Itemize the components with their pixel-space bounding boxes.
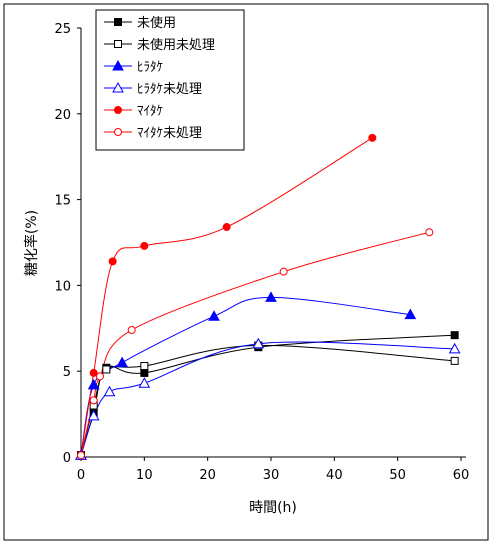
x-tick-label: 60 [453, 468, 470, 483]
y-tick-label: 25 [54, 22, 71, 37]
series-line-4 [80, 137, 373, 456]
legend-box [95, 9, 245, 151]
legend-label-1: 未使用未処理 [137, 37, 215, 53]
legend-label-5: ﾏｲﾀｹ未処理 [137, 126, 202, 141]
data-point-5 [425, 228, 434, 237]
data-point-0 [450, 331, 459, 340]
data-point-3 [252, 337, 265, 349]
data-point-2 [208, 310, 220, 321]
y-tick-label: 20 [54, 108, 71, 123]
y-axis-label: 糖化率(%) [23, 210, 40, 276]
data-point-5 [77, 451, 85, 460]
data-point-5 [96, 372, 104, 381]
data-point-3 [87, 409, 100, 421]
legend-marker-5 [114, 128, 122, 136]
x-tick-label: 40 [326, 468, 343, 483]
data-point-4 [368, 133, 377, 142]
data-point-4 [89, 368, 98, 377]
data-point-4 [108, 257, 117, 266]
legend-marker-4 [114, 106, 122, 114]
y-tick-label: 5 [63, 365, 71, 380]
data-point-1 [450, 356, 459, 365]
data-point-3 [138, 377, 151, 388]
chart-frame [3, 3, 489, 541]
legend-marker-3 [112, 81, 124, 93]
x-tick-label: 20 [199, 468, 216, 483]
legend-label-0: 未使用 [137, 15, 176, 31]
data-point-5 [89, 396, 98, 405]
data-point-2 [404, 308, 417, 320]
legend-label-3: ﾋﾗﾀｹ未処理 [137, 82, 202, 97]
x-tick-label: 0 [77, 468, 85, 483]
x-tick-label: 30 [263, 468, 280, 483]
y-tick-label: 10 [54, 279, 71, 294]
legend-marker-2 [112, 59, 124, 71]
data-point-1 [140, 362, 149, 371]
y-tick-label: 0 [63, 451, 71, 466]
series-markers [75, 133, 461, 460]
data-point-4 [140, 241, 149, 250]
legend-label-2: ﾋﾗﾀｹ [137, 60, 163, 75]
x-ticks: 0 10 20 30 40 50 60 [77, 457, 469, 483]
data-point-3 [103, 385, 116, 397]
y-ticks: 0 5 10 15 20 25 [54, 22, 81, 466]
x-axis-label: 時間(h) [249, 500, 297, 516]
data-point-5 [279, 267, 288, 276]
data-point-2 [265, 291, 277, 302]
x-tick-label: 10 [136, 468, 153, 483]
data-point-5 [127, 326, 136, 335]
data-point-0 [140, 368, 149, 377]
data-point-1 [102, 365, 111, 374]
data-point-3 [448, 342, 461, 354]
y-tick-label: 15 [54, 194, 71, 209]
data-point-4 [222, 223, 231, 232]
x-tick-label: 50 [389, 468, 406, 483]
legend-marker-0 [114, 18, 122, 26]
data-point-2 [116, 356, 129, 368]
data-point-2 [87, 378, 100, 390]
legend-marker-1 [114, 40, 122, 48]
legend-label-4: ﾏｲﾀｹ [137, 104, 163, 119]
